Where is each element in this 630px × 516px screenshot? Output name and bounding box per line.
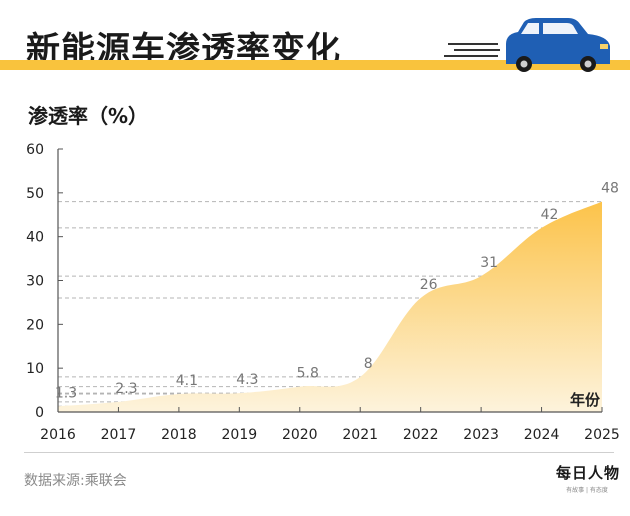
x-tick-label: 2020 — [282, 427, 318, 443]
data-label: 1.3 — [55, 385, 77, 401]
x-tick-label: 2018 — [161, 427, 197, 443]
brand-tagline: 有故事 | 有态度 — [566, 487, 608, 494]
footer-divider — [24, 452, 614, 453]
x-tick-label: 2016 — [40, 427, 76, 443]
y-tick-label: 0 — [35, 405, 44, 421]
x-tick-label: 2021 — [342, 427, 378, 443]
y-axis-label: 渗透率（%） — [28, 104, 149, 128]
brand-name: 每日人物 — [556, 464, 621, 482]
data-label: 26 — [420, 277, 438, 293]
data-label: 8 — [364, 356, 373, 372]
y-tick-label: 60 — [26, 142, 44, 158]
area-series — [58, 201, 602, 412]
y-tick-label: 40 — [26, 230, 44, 246]
data-source: 数据来源:乘联会 — [24, 473, 127, 489]
brand-logo: 每日人物 有故事 | 有态度 — [556, 462, 621, 494]
x-tick-label: 2025 — [584, 427, 620, 443]
car-icon — [444, 18, 610, 72]
x-tick-label: 2017 — [101, 427, 137, 443]
y-tick-label: 50 — [26, 186, 44, 202]
y-tick-label: 30 — [26, 274, 44, 290]
y-tick-label: 20 — [26, 317, 44, 333]
data-label: 2.3 — [115, 381, 137, 397]
title-underline — [0, 60, 630, 70]
x-axis-label: 年份 — [570, 391, 601, 409]
data-label: 5.8 — [297, 366, 319, 382]
data-label: 4.3 — [236, 372, 258, 388]
data-label: 42 — [541, 207, 559, 223]
x-tick-label: 2023 — [463, 427, 499, 443]
x-tick-label: 2024 — [524, 427, 560, 443]
data-label: 4.1 — [176, 373, 198, 389]
y-tick-label: 10 — [26, 361, 44, 377]
x-tick-label: 2019 — [222, 427, 258, 443]
data-label: 31 — [480, 255, 498, 271]
data-label: 48 — [601, 181, 619, 197]
x-tick-label: 2022 — [403, 427, 439, 443]
